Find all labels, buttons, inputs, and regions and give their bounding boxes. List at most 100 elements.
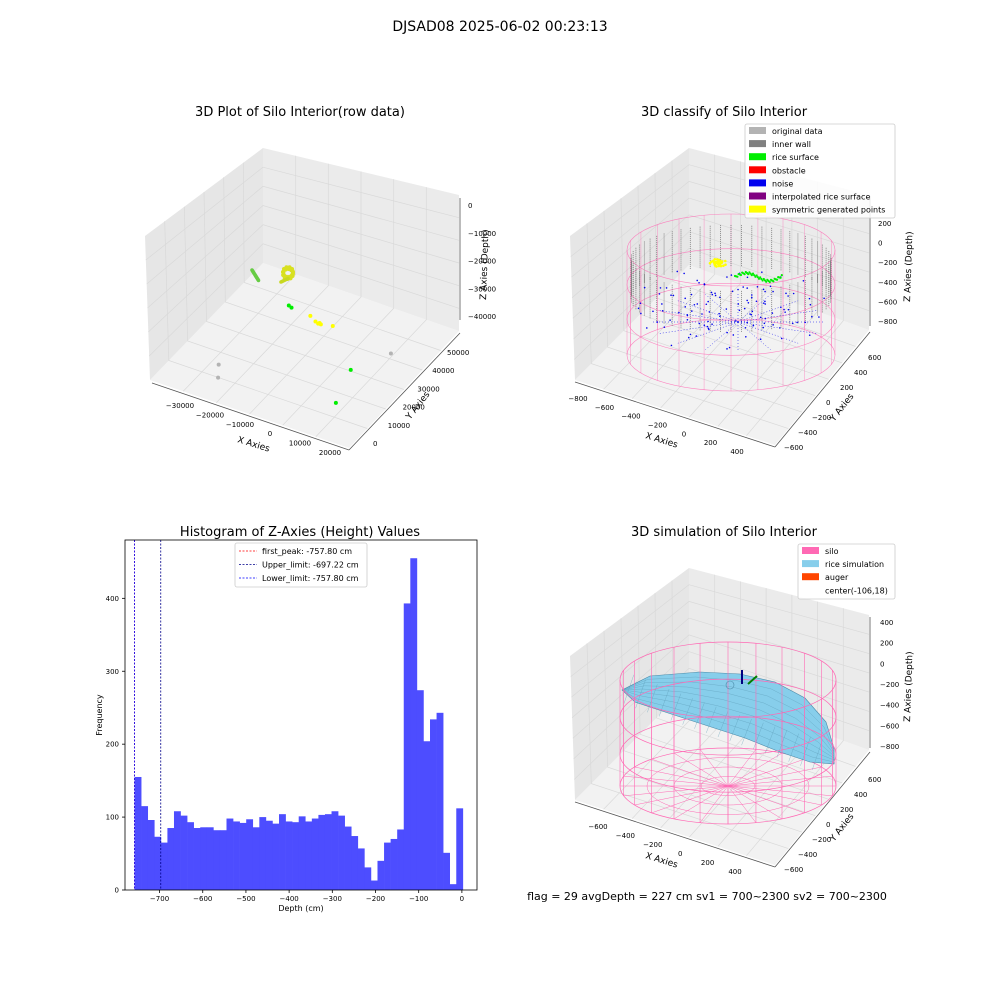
- noise-point: [780, 306, 782, 309]
- histogram-bar: [443, 852, 451, 890]
- noise-point: [761, 271, 763, 273]
- legend-frame: [234, 542, 368, 588]
- silo-bottom-spoke: [727, 785, 783, 820]
- simulation-y-tick-label: −600: [784, 866, 803, 874]
- noise-point: [750, 296, 753, 299]
- noise-point: [756, 285, 759, 288]
- noise-point: [751, 294, 753, 296]
- simulation-z-tick-label: 0: [880, 660, 884, 668]
- noise-point: [639, 302, 642, 305]
- noise-ray: [737, 321, 817, 334]
- noise-point: [743, 307, 746, 310]
- histogram-bar: [213, 830, 221, 890]
- surface-mesh-line: [800, 737, 811, 766]
- classify-x-label: X Axies: [644, 431, 679, 450]
- grid-line: [654, 173, 843, 364]
- noise-point: [708, 311, 711, 313]
- grid-line: [671, 160, 856, 347]
- raw-point: [348, 367, 353, 372]
- raw-z-label: Z Axies (Depth): [479, 229, 491, 300]
- noise-ray: [737, 294, 771, 323]
- histogram-bar: [364, 867, 372, 890]
- legend-swatch-auger: [802, 573, 819, 581]
- noise-point: [661, 303, 663, 305]
- simulation-z-tick-label: 400: [880, 619, 893, 627]
- noise-point: [707, 327, 710, 330]
- histogram-bar: [351, 836, 359, 890]
- raw-x-tick-label: −20000: [196, 411, 224, 419]
- surface-mesh-line: [658, 688, 670, 717]
- noise-point: [690, 293, 693, 296]
- noise-point: [792, 292, 795, 295]
- silo-bottom-spoke: [727, 785, 833, 797]
- raw-z-tick-label: −20000: [468, 258, 496, 266]
- classify-z-tick-label: 200: [878, 220, 891, 228]
- noise-point: [762, 302, 765, 304]
- noise-point: [783, 308, 785, 311]
- noise-point: [684, 306, 687, 308]
- classify-y-tick-label: −600: [784, 444, 803, 452]
- grid-line: [146, 185, 460, 285]
- noise-point: [726, 331, 728, 334]
- classify-y-tick-label: 600: [868, 354, 881, 362]
- silo-bottom-spoke: [727, 775, 833, 787]
- grid-line: [637, 605, 829, 800]
- legend-swatch-sym: [749, 205, 766, 213]
- back-pane: [689, 568, 869, 750]
- noise-point: [701, 313, 703, 315]
- silo-bottom-spoke: [699, 749, 729, 787]
- sym-point: [722, 264, 725, 268]
- noise-point: [742, 286, 745, 288]
- legend-label: rice surface: [772, 153, 819, 162]
- raw-plot-title: 3D Plot of Silo Interior(row data): [195, 105, 405, 120]
- histogram-bar: [200, 827, 208, 890]
- noise-point: [737, 303, 740, 305]
- noise-point: [746, 321, 748, 324]
- legend-label: obstacle: [772, 166, 806, 175]
- histogram-y-label: Frequency: [95, 694, 104, 736]
- simulation-z-tick-label: −400: [880, 702, 899, 710]
- x-axis-line: [574, 801, 776, 868]
- raw-z-tick-label: −40000: [468, 313, 496, 321]
- classify-x-tick-label: 200: [704, 439, 717, 447]
- histogram-bar: [456, 808, 464, 890]
- noise-point: [706, 325, 709, 328]
- histogram-bar: [272, 823, 280, 890]
- grid-line: [620, 198, 816, 397]
- histogram-bar: [423, 741, 431, 890]
- sym-point: [723, 259, 727, 263]
- noise-point: [730, 274, 733, 276]
- noise-point: [763, 322, 766, 325]
- surface-mesh-line: [621, 688, 835, 764]
- noise-point: [714, 292, 716, 295]
- legend-swatch-rice_sim: [802, 560, 819, 568]
- noise-point: [690, 310, 693, 312]
- noise-point: [698, 281, 700, 284]
- legend-swatch-interp: [749, 192, 766, 200]
- simulation-y-tick-label: 200: [840, 806, 853, 814]
- noise-point: [646, 327, 648, 329]
- noise-point: [672, 294, 675, 297]
- histogram-x-tick-label: 0: [460, 895, 464, 903]
- legend-swatch-rice: [749, 153, 766, 161]
- histogram-y-ticks: 0 100 200 300 400: [106, 595, 125, 895]
- raw-point: [290, 270, 295, 275]
- legend-label: rice simulation: [825, 560, 884, 569]
- noise-point: [676, 270, 679, 273]
- noise-point: [665, 287, 668, 289]
- histogram-bar: [390, 838, 398, 890]
- noise-point: [661, 310, 664, 312]
- noise-point: [784, 311, 786, 313]
- histogram-bar: [292, 822, 300, 890]
- raw-z-tick-label: −10000: [468, 230, 496, 238]
- raw-x-tick-label: 10000: [289, 440, 311, 448]
- noise-point: [746, 299, 748, 302]
- grid-line: [603, 210, 803, 413]
- histogram-title: Histogram of Z-Axies (Height) Values: [180, 525, 420, 540]
- rice-point: [772, 280, 775, 283]
- grid-line: [315, 187, 427, 437]
- histogram-bar: [305, 821, 313, 890]
- histogram-x-tick-label: −200: [366, 895, 385, 903]
- noise-point: [764, 303, 767, 305]
